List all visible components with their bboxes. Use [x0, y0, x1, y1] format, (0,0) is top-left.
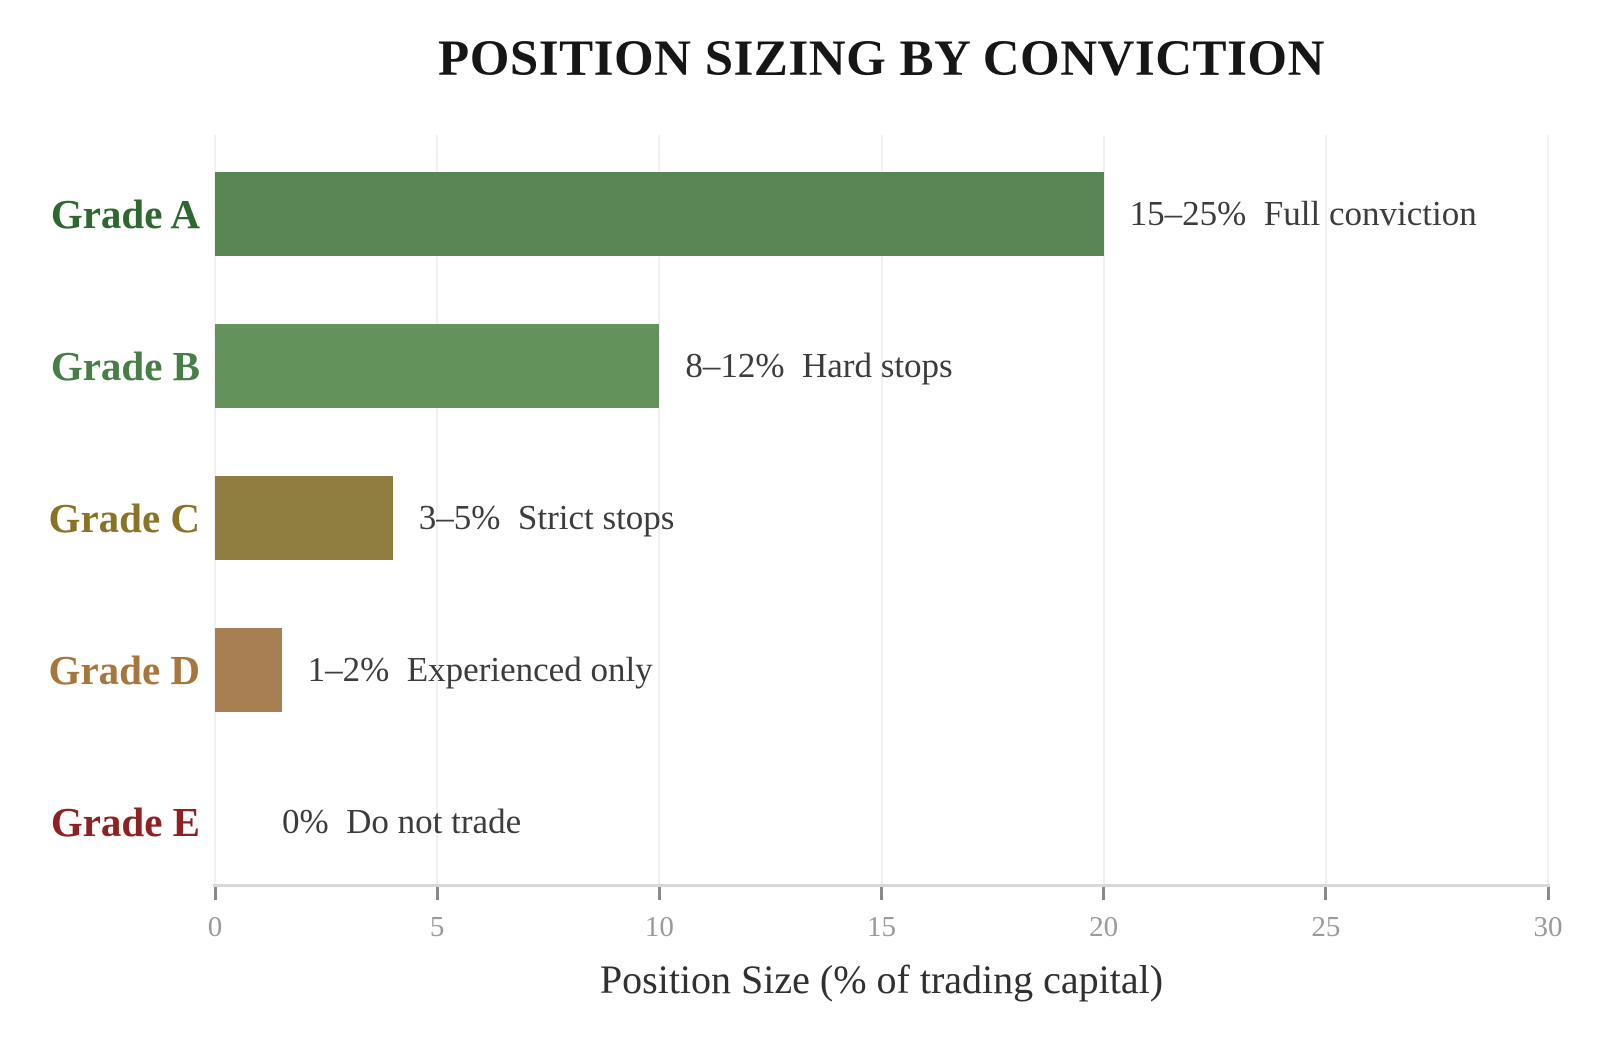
x-tick	[657, 887, 661, 900]
gridline	[1324, 135, 1327, 885]
bar	[215, 172, 1104, 256]
category-label: Grade A	[50, 191, 200, 237]
category-label: Grade D	[48, 647, 200, 693]
x-tick-label: 10	[644, 911, 674, 943]
x-tick-label: 5	[429, 911, 445, 943]
x-axis-label: Position Size (% of trading capital)	[599, 957, 1164, 1002]
gridline	[1547, 135, 1549, 885]
x-tick	[435, 887, 439, 900]
bar	[215, 628, 282, 712]
chart-title: POSITION SIZING BY CONVICTION	[438, 31, 1325, 87]
bar	[215, 476, 393, 560]
bar-annotation: 15–25% Full conviction	[1129, 194, 1477, 233]
bar-annotation: 8–12% Hard stops	[685, 346, 953, 385]
bar-annotation: 0% Do not trade	[282, 802, 522, 841]
x-tick-label: 25	[1311, 911, 1341, 943]
category-label: Grade C	[48, 495, 200, 541]
gridline	[436, 135, 439, 885]
x-tick-label: 20	[1089, 911, 1119, 943]
category-label: Grade B	[50, 343, 200, 389]
category-label: Grade E	[50, 799, 200, 845]
x-tick	[1546, 887, 1550, 900]
x-axis-line	[213, 884, 1550, 887]
gridline	[880, 135, 883, 885]
bar-annotation: 1–2% Experienced only	[307, 650, 653, 689]
bar-annotation: 3–5% Strict stops	[418, 498, 675, 537]
x-tick	[1324, 887, 1328, 900]
x-tick	[213, 887, 217, 900]
x-tick-label: 15	[867, 911, 896, 943]
bar	[215, 324, 660, 408]
x-tick	[880, 887, 883, 900]
gridline	[658, 135, 661, 885]
gridline	[1102, 135, 1105, 885]
x-tick-label: 30	[1533, 911, 1563, 943]
x-tick	[1102, 887, 1106, 900]
x-tick-label: 0	[207, 911, 223, 943]
